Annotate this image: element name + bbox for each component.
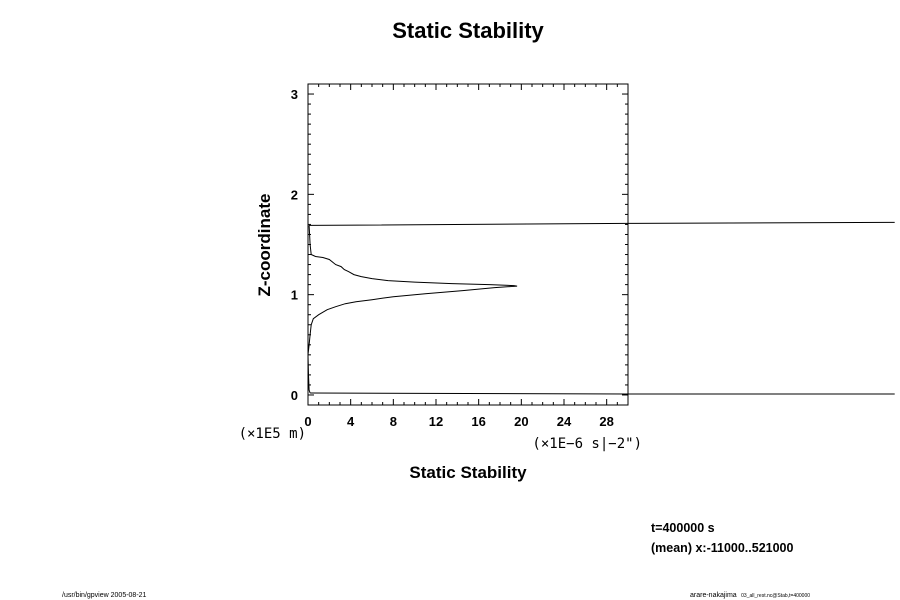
- x-tick-label: 4: [347, 414, 355, 429]
- x-tick-label: 8: [390, 414, 397, 429]
- x-tick-label: 20: [514, 414, 528, 429]
- y-tick-label: 1: [291, 288, 298, 303]
- mean-range-label: (mean) x:-11000..521000: [651, 541, 794, 555]
- footer-author: arare-nakajima: [690, 592, 737, 599]
- series-line-2: [309, 221, 895, 226]
- y-axis-units: (×1E5 m): [239, 426, 306, 442]
- x-axis-units: (×1E−6 s|−2"): [532, 436, 642, 452]
- y-tick-label: 3: [291, 87, 298, 102]
- footer-command: /usr/bin/gpview 2005-08-21: [62, 592, 147, 599]
- x-tick-label: 24: [557, 414, 572, 429]
- x-tick-label: 28: [599, 414, 613, 429]
- data-series-group: [307, 221, 895, 395]
- y-axis-tick-labels: 0 1 2 3: [291, 87, 298, 403]
- time-label: t=400000 s: [651, 521, 715, 535]
- x-tick-label: 16: [471, 414, 485, 429]
- footer-file: 03_all_rest.nc@Stab,t=400000: [741, 593, 810, 599]
- x-tick-label: 0: [304, 414, 311, 429]
- series-line-0: [307, 225, 518, 394]
- x-axis-title: Static Stability: [409, 463, 527, 482]
- plot-frame: [307, 83, 629, 406]
- x-tick-label: 12: [429, 414, 443, 429]
- y-tick-label: 2: [291, 187, 298, 202]
- series-line-1: [310, 392, 895, 395]
- chart-title: Static Stability: [392, 18, 544, 43]
- y-axis-ticks: [308, 83, 628, 406]
- x-axis-tick-labels: 0 4 8 12 16 20 24 28: [304, 414, 614, 429]
- y-axis-title: Z-coordinate: [255, 194, 274, 297]
- y-tick-label: 0: [291, 388, 298, 403]
- footer-source: arare-nakajima 03_all_rest.nc@Stab,t=400…: [690, 584, 810, 600]
- x-axis-ticks: [307, 84, 629, 405]
